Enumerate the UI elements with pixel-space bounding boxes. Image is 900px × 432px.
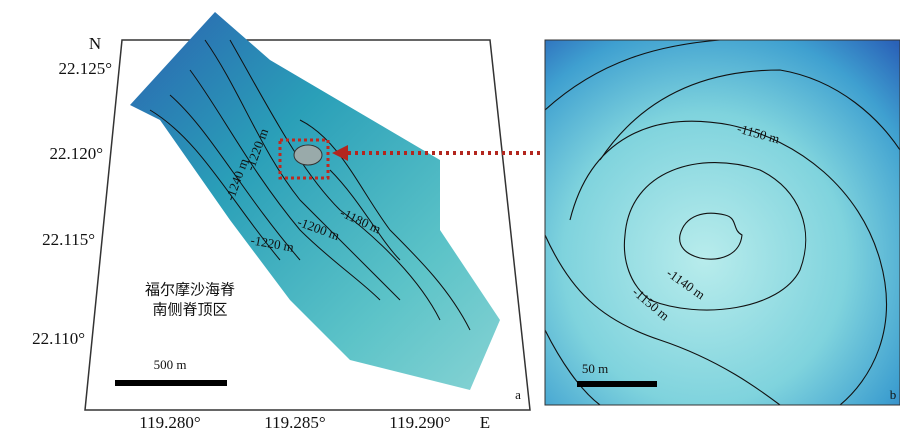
lat-label: 22.110° xyxy=(32,329,85,348)
scale-label: 50 m xyxy=(582,361,608,376)
lon-label: 119.290° xyxy=(389,413,450,432)
lat-label: 22.125° xyxy=(58,59,112,78)
figure: N 22.125° 22.120° 22.115° 22.110° 119.28… xyxy=(0,0,900,432)
east-label: E xyxy=(480,413,490,432)
scale-bar xyxy=(577,381,657,387)
scale-bar xyxy=(115,380,227,386)
lon-label: 119.285° xyxy=(264,413,325,432)
lat-label: 22.115° xyxy=(42,230,95,249)
panel-letter: a xyxy=(515,387,521,402)
region-label: 福尔摩沙海脊 xyxy=(145,281,235,299)
region-label: 南侧脊顶区 xyxy=(152,301,227,319)
north-label: N xyxy=(89,34,101,53)
lat-label: 22.120° xyxy=(49,144,103,163)
panel-letter: b xyxy=(890,387,897,402)
scale-label: 500 m xyxy=(154,357,187,372)
terrain-a xyxy=(120,10,520,410)
lon-label: 119.280° xyxy=(139,413,200,432)
bathymetry-b xyxy=(545,40,900,405)
